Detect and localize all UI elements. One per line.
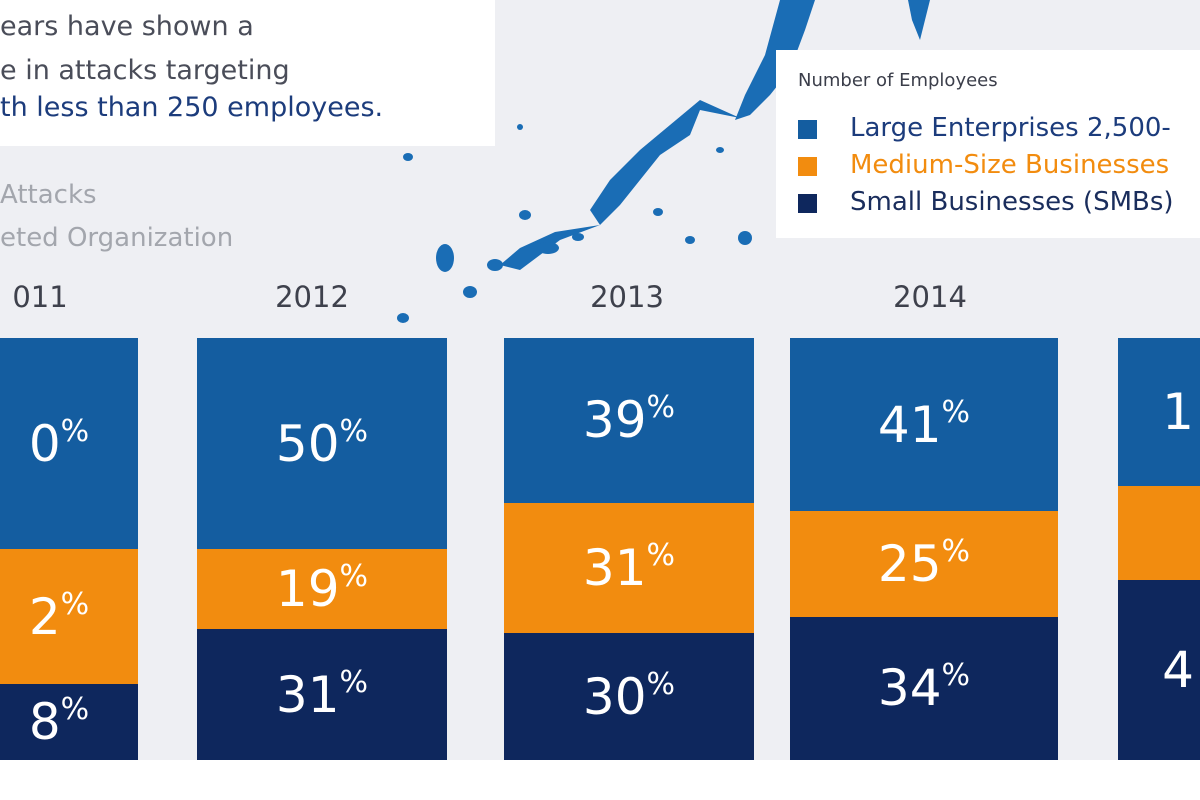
year-label-2011: 011 <box>12 280 68 314</box>
bar-segment-medium-2014 <box>790 511 1058 617</box>
value-label-large-2015: 1 <box>1162 383 1194 441</box>
bar-segment-small-2012 <box>197 629 447 760</box>
intro-line-1: ears have shown a <box>0 11 254 42</box>
bar-segment-large-2015 <box>1118 338 1200 486</box>
bar-segment-small-2014 <box>790 616 1058 760</box>
chart-subtitle-line-1: Attacks <box>0 180 97 210</box>
intro-text-box: ears have shown a e in attacks targeting… <box>0 0 495 146</box>
value-label-large-2013: 39% <box>582 390 676 450</box>
value-label-small-2012: 31% <box>275 664 369 724</box>
legend-label-medium: Medium-Size Businesses <box>850 150 1170 180</box>
bar-segment-large-2014 <box>790 338 1058 512</box>
chart-subtitle-line-2: eted Organization <box>0 223 234 253</box>
intro-line-2: e in attacks targeting <box>0 55 290 86</box>
legend-label-large: Large Enterprises 2,500- <box>850 113 1171 143</box>
bar-segment-large-2011 <box>0 338 138 549</box>
legend-swatch-medium <box>798 157 817 176</box>
value-label-small-2013: 30% <box>582 666 676 726</box>
value-label-medium-2013: 31% <box>582 537 676 597</box>
legend: Number of Employees Large Enterprises 2,… <box>776 50 1200 238</box>
value-label-large-2012: 50% <box>275 413 369 473</box>
year-label-2015: 2 <box>1150 280 1200 314</box>
bar-segment-small-2015 <box>1118 580 1200 760</box>
value-label-large-2014: 41% <box>877 394 971 454</box>
bar-segment-medium-2011 <box>0 549 138 685</box>
intro-line-3: th less than 250 employees. <box>0 92 384 123</box>
bar-segment-medium-2015 <box>1118 486 1200 580</box>
value-label-small-2011: 8% <box>28 692 90 752</box>
bar-segment-small-2011 <box>0 684 138 760</box>
value-label-small-2014: 34% <box>877 658 971 718</box>
legend-swatch-large <box>798 120 817 139</box>
bar-segment-small-2013 <box>504 633 754 760</box>
legend-swatch-small <box>798 194 817 213</box>
bottom-band <box>0 760 1200 800</box>
bar-segment-medium-2012 <box>197 549 447 630</box>
legend-title: Number of Employees <box>798 70 998 91</box>
bar-segment-medium-2013 <box>504 502 754 634</box>
value-label-medium-2014: 25% <box>877 533 971 593</box>
year-label-2012: 2012 <box>275 280 349 314</box>
value-label-small-2015: 4 <box>1162 641 1194 699</box>
value-label-medium-2011: 2% <box>28 586 90 646</box>
bar-segment-large-2013 <box>504 338 754 503</box>
bar-segment-large-2012 <box>197 338 447 549</box>
year-label-2014: 2014 <box>893 280 967 314</box>
value-label-medium-2012: 19% <box>275 559 369 619</box>
legend-label-small: Small Businesses (SMBs) <box>850 187 1174 217</box>
year-label-2013: 2013 <box>590 280 664 314</box>
value-label-large-2011: 0% <box>28 413 90 473</box>
